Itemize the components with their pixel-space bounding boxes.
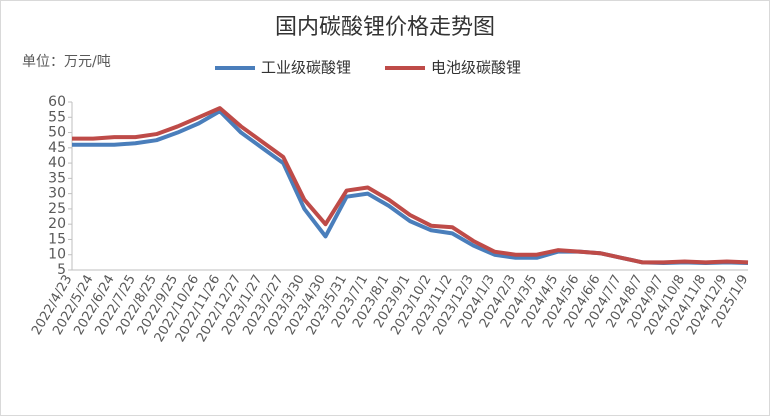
y-tick-label: 25 — [48, 201, 66, 217]
legend-label: 电池级碳酸锂 — [431, 59, 521, 77]
y-tick-label: 10 — [48, 247, 66, 263]
legend-label: 工业级碳酸锂 — [261, 59, 351, 77]
y-tick-label: 55 — [48, 109, 66, 125]
y-tick-label: 35 — [48, 170, 66, 186]
y-tick-label: 20 — [48, 216, 66, 232]
y-tick-label: 60 — [48, 94, 66, 110]
y-tick-label: 15 — [48, 231, 66, 247]
legend: 工业级碳酸锂 电池级碳酸锂 — [215, 59, 521, 77]
y-tick-label: 45 — [48, 140, 66, 156]
unit-label: 单位：万元/吨 — [22, 54, 111, 70]
line-series — [72, 106, 749, 265]
chart-title: 国内碳酸锂价格走势图 — [275, 15, 495, 40]
y-tick-label: 50 — [48, 125, 66, 141]
y-tick-label: 40 — [48, 155, 66, 171]
y-tick-label: 30 — [48, 186, 66, 202]
y-tick-label: 5 — [57, 262, 66, 278]
